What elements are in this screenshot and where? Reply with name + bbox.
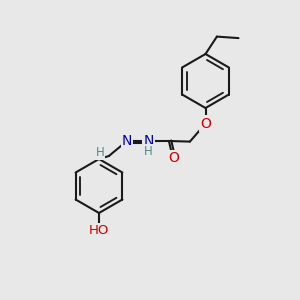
Text: O: O [200, 117, 211, 130]
Text: O: O [168, 152, 179, 165]
Text: N: N [122, 134, 132, 148]
Text: HO: HO [89, 224, 109, 237]
Text: H: H [95, 146, 104, 159]
Text: H: H [144, 145, 153, 158]
Text: N: N [143, 134, 154, 148]
